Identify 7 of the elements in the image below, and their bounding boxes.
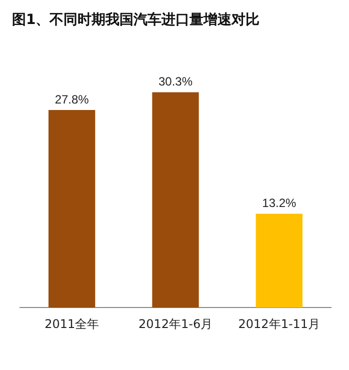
data-label: 13.2% — [262, 196, 297, 210]
chart-title: 图1、不同时期我国汽车进口量增速对比 — [12, 11, 260, 28]
x-tick-label: 2012年1-11月 — [238, 316, 320, 331]
data-label: 27.8% — [54, 92, 90, 106]
x-tick-label: 2012年1-6月 — [138, 316, 213, 331]
data-label: 30.3% — [158, 74, 193, 89]
x-tick-label: 2011全年 — [44, 316, 100, 331]
